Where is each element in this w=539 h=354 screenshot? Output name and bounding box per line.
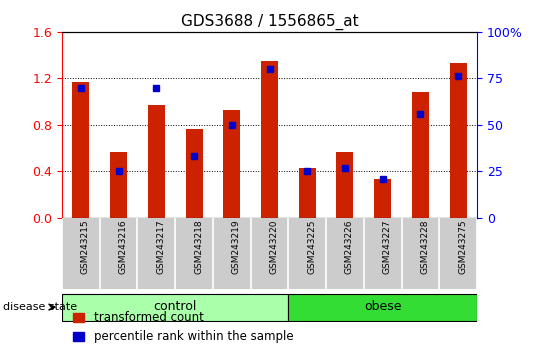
Bar — [412, 92, 429, 218]
Text: GDS3688 / 1556865_at: GDS3688 / 1556865_at — [181, 14, 358, 30]
Bar — [288, 293, 477, 321]
Text: GSM243220: GSM243220 — [270, 220, 279, 274]
Bar — [148, 105, 165, 218]
Text: disease state: disease state — [3, 302, 77, 312]
Text: control: control — [154, 300, 197, 313]
Text: GSM243225: GSM243225 — [307, 220, 316, 274]
Text: GSM243218: GSM243218 — [194, 220, 203, 274]
Bar — [62, 293, 288, 321]
Text: obese: obese — [364, 300, 402, 313]
Bar — [223, 110, 240, 218]
Legend: transformed count, percentile rank within the sample: transformed count, percentile rank withi… — [68, 307, 298, 348]
Bar — [374, 179, 391, 218]
Bar — [261, 61, 278, 218]
Text: GSM243216: GSM243216 — [119, 220, 128, 274]
Text: GSM243275: GSM243275 — [458, 220, 467, 274]
Bar — [72, 82, 89, 218]
Text: GSM243217: GSM243217 — [156, 220, 165, 274]
Bar — [185, 130, 203, 218]
Text: GSM243219: GSM243219 — [232, 220, 241, 274]
Text: GSM243215: GSM243215 — [81, 220, 90, 274]
Bar — [336, 152, 354, 218]
Text: GSM243226: GSM243226 — [345, 220, 354, 274]
Bar — [299, 168, 316, 218]
Bar — [450, 63, 467, 218]
Text: GSM243227: GSM243227 — [383, 220, 392, 274]
Text: GSM243228: GSM243228 — [420, 220, 430, 274]
Bar — [110, 152, 127, 218]
